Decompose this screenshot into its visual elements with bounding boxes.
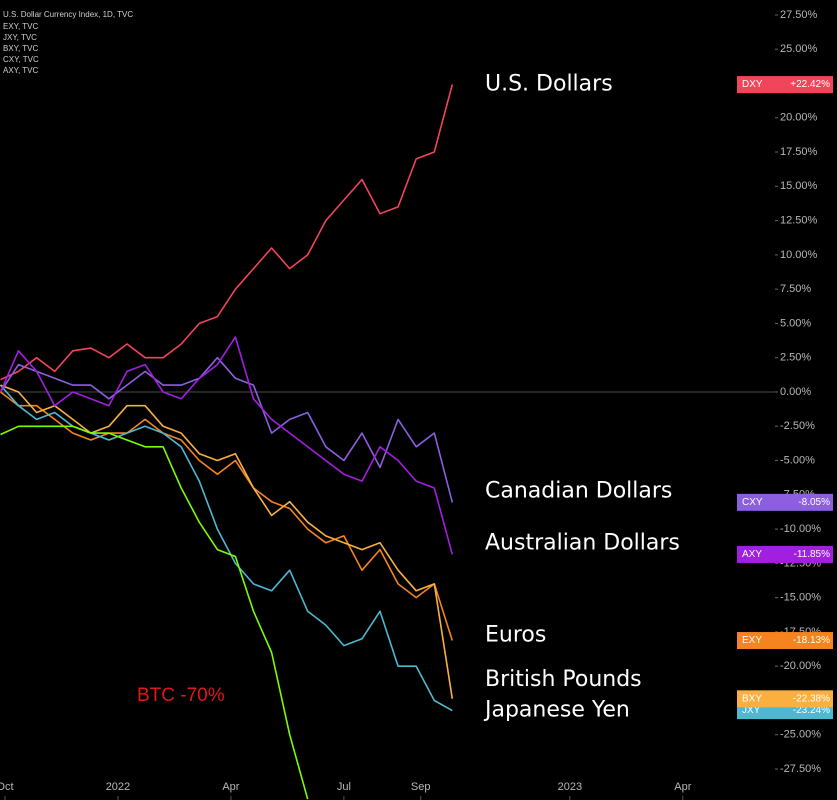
series-line [0,336,454,555]
annotation: BTC -70% [137,685,225,706]
y-tick-label: 0.00% [780,386,811,398]
x-tick-label: Apr [674,781,691,793]
tag-symbol: AXY [742,549,762,560]
last-value-tag [737,690,833,708]
legend-entry: CXY, TVC [3,55,39,64]
tag-symbol: DXY [742,79,763,90]
last-value-tag [737,493,833,511]
y-tick-label: 17.50% [780,146,818,158]
series-line [0,84,454,381]
y-tick-label: -5.00% [780,454,815,466]
last-value-tag [737,545,833,563]
y-tick-label: 27.50% [780,9,818,21]
tag-value: -22.38% [793,693,830,704]
x-tick-label: Apr [222,781,239,793]
x-tick-label: Oct [0,781,14,793]
y-tick-label: 15.00% [780,180,818,192]
legend-entry: BXY, TVC [3,44,39,53]
tag-value: -11.85% [793,549,830,560]
tag-value: +22.42% [790,79,830,90]
x-tick-label: 2023 [558,781,582,793]
series-label: Canadian Dollars [485,478,672,503]
legend-entry: AXY, TVC [3,66,39,75]
y-tick-label: -2.50% [780,420,815,432]
series-line [0,356,454,503]
y-tick-label: -27.50% [780,763,821,775]
tag-symbol: JXY [742,705,761,716]
series-label: Australian Dollars [485,530,680,555]
y-tick-label: -15.00% [780,592,821,604]
y-tick-label: 2.50% [780,352,811,364]
tag-value: -8.05% [798,497,830,508]
series-line [0,384,454,699]
series-label: Euros [485,623,546,648]
legend-entry: JXY, TVC [3,33,37,42]
tag-value: -18.13% [793,635,830,646]
y-tick-label: 5.00% [780,317,811,329]
y-tick-label: 12.50% [780,215,818,227]
x-tick-label: Jul [337,781,351,793]
y-tick-label: 10.00% [780,249,818,261]
y-tick-label: -20.00% [780,660,821,672]
y-tick-label: 25.00% [780,43,818,55]
series-label: Japanese Yen [483,698,630,723]
tag-symbol: EXY [742,635,762,646]
series-line [0,391,454,641]
tag-value: -23.24% [793,705,830,716]
tag-symbol: BXY [742,693,762,704]
y-tick-label: -25.00% [780,729,821,741]
legend-entry: EXY, TVC [3,22,39,31]
tag-symbol: CXY [742,497,763,508]
x-tick-label: 2022 [106,781,130,793]
series-line [0,425,309,800]
y-tick-label: 7.50% [780,283,811,295]
last-value-tag [737,632,833,650]
legend-entry: U.S. Dollar Currency Index, 1D, TVC [3,10,133,19]
series-label: British Pounds [485,667,642,692]
x-tick-label: Sep [411,781,431,793]
series-label: U.S. Dollars [485,72,613,97]
y-tick-label: 20.00% [780,112,818,124]
y-tick-label: -10.00% [780,523,821,535]
last-value-tag [737,76,833,94]
